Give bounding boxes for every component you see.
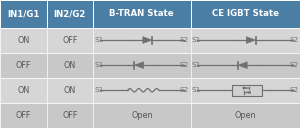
- Text: ON: ON: [17, 86, 29, 95]
- Bar: [0, 78, 300, 103]
- Text: S2: S2: [289, 37, 298, 43]
- Text: S1: S1: [192, 37, 201, 43]
- Text: S1: S1: [94, 87, 104, 93]
- Polygon shape: [143, 37, 152, 44]
- Text: B-TRAN State: B-TRAN State: [110, 9, 174, 18]
- Bar: [0, 103, 300, 128]
- Text: S1: S1: [94, 62, 104, 68]
- Bar: [190, 0, 300, 28]
- Polygon shape: [246, 37, 256, 44]
- Bar: [93, 0, 190, 28]
- Bar: [232, 85, 262, 96]
- Text: Open: Open: [235, 111, 256, 120]
- Text: ON: ON: [64, 86, 76, 95]
- Text: OFF: OFF: [16, 61, 31, 70]
- Text: S1: S1: [192, 62, 201, 68]
- Text: IN1/G1: IN1/G1: [7, 9, 39, 18]
- Text: CE IGBT State: CE IGBT State: [212, 9, 279, 18]
- Polygon shape: [134, 62, 144, 69]
- Text: S2: S2: [180, 87, 189, 93]
- Text: S2: S2: [289, 87, 298, 93]
- Polygon shape: [238, 62, 247, 69]
- Text: S2: S2: [180, 62, 189, 68]
- Text: Open: Open: [131, 111, 152, 120]
- Bar: [0, 53, 300, 78]
- Text: S2: S2: [180, 37, 189, 43]
- Text: IN2/G2: IN2/G2: [54, 9, 86, 18]
- Text: OFF: OFF: [62, 111, 77, 120]
- Text: S2: S2: [289, 62, 298, 68]
- Text: ON: ON: [64, 61, 76, 70]
- Bar: [0, 28, 300, 53]
- Bar: [0, 0, 46, 28]
- Text: S1: S1: [94, 37, 104, 43]
- Text: OFF: OFF: [16, 111, 31, 120]
- Polygon shape: [244, 91, 250, 94]
- Polygon shape: [243, 87, 249, 89]
- Text: OFF: OFF: [62, 36, 77, 45]
- Text: ON: ON: [17, 36, 29, 45]
- Text: S1: S1: [192, 87, 201, 93]
- Bar: [46, 0, 93, 28]
